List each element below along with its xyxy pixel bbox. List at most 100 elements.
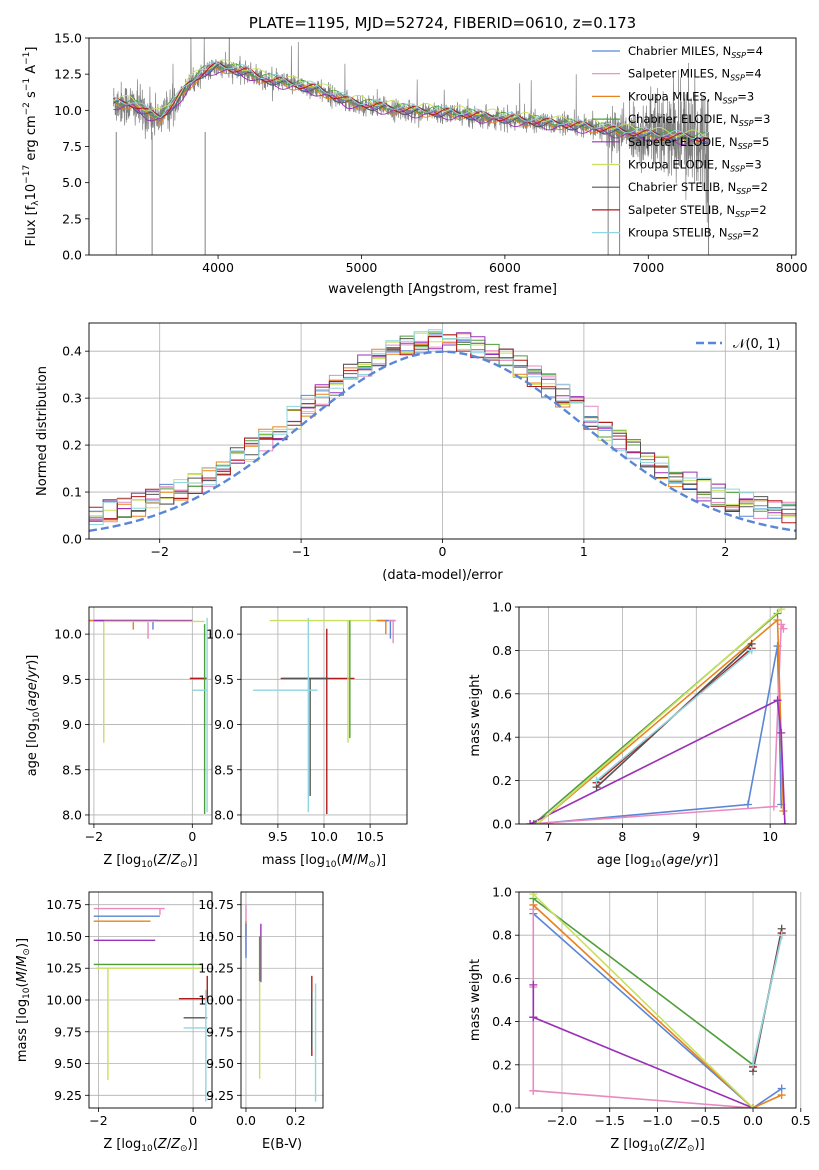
y-tick-label: 0.0 (62, 248, 82, 263)
marker-point (533, 820, 542, 824)
y-tick-label: 9.50 (54, 1056, 82, 1071)
y-tick-label: 0.3 (62, 391, 82, 406)
mass-weight-line (533, 645, 782, 824)
y-tick-label: 10.0 (54, 103, 82, 118)
mass-weight-line (532, 909, 754, 1108)
x-tick-label: −2.0 (547, 1113, 577, 1128)
y-tick-label: 8.5 (214, 762, 234, 777)
legend-entry: Chabrier MILES, NSSP=4 (628, 44, 763, 60)
marker-point (779, 624, 788, 633)
x-tick-label: 0.5 (791, 1113, 811, 1128)
marker-point (529, 892, 538, 899)
axes-frame (88, 606, 213, 825)
y-tick-label: 10.00 (46, 993, 82, 1008)
x-tick-label: 4000 (202, 260, 234, 275)
x-axis-label: age [log10(age/yr)] (597, 853, 719, 870)
x-tick-label: 9 (692, 829, 700, 844)
axes-frame (518, 606, 797, 825)
mass-weight-line (532, 984, 754, 1108)
x-tick-label: −1.5 (595, 1113, 625, 1128)
spectrum-plot (113, 38, 710, 255)
y-tick-label: 10.75 (46, 897, 82, 912)
legend-entry: Chabrier ELODIE, NSSP=3 (628, 112, 770, 128)
y-axis-label: age [log10(age/yr)] (25, 655, 42, 777)
chart-title: PLATE=1195, MJD=52724, FIBERID=0610, z=0… (249, 14, 636, 32)
x-tick-label: −0.5 (690, 1113, 720, 1128)
legend-entry: 𝒩(0, 1) (733, 337, 780, 352)
x-tick-label: 0 (439, 544, 447, 559)
y-tick-label: 15.0 (54, 31, 82, 46)
y-tick-label: 8.5 (62, 762, 82, 777)
age-vs-Z-axes (89, 607, 212, 824)
x-tick-label: −1 (292, 544, 310, 559)
x-tick-label: 2 (721, 544, 729, 559)
model-line (113, 61, 709, 142)
y-tick-label: 0.0 (492, 817, 512, 832)
marker-point (769, 802, 778, 811)
residuals-frame: −2 −1 0 1 2 0.0 0.1 0.2 0.3 0.4 (62, 322, 797, 559)
y-tick-label: 10.50 (46, 929, 82, 944)
y-tick-label: 10.50 (198, 929, 234, 944)
mass-vs-Z-frame: −2 0 9.25 9.50 9.75 10.00 10.25 10.50 10.75 (46, 891, 213, 1128)
y-tick-label: 0.4 (62, 344, 82, 359)
marker-point (773, 696, 782, 705)
y-tick-label: 0.2 (492, 1057, 512, 1072)
histogram-series (89, 329, 796, 525)
model-line (113, 59, 709, 139)
mass-weight-line (752, 935, 783, 1065)
mw-vs-Z-frame: −2.0 −1.5 −1.0 −0.5 0.0 0.5 0.0 0.2 0.4 0.6 0.8 1.0 (492, 885, 811, 1129)
y-tick-label: 0.2 (492, 773, 512, 788)
legend-entry: Chabrier STELIB, NSSP=2 (628, 180, 768, 196)
legend-entry: Salpeter STELIB, NSSP=2 (628, 203, 767, 219)
x-tick-label: 7000 (632, 260, 664, 275)
y-tick-label: 9.25 (206, 1088, 234, 1103)
y-tick-label: 0.0 (62, 532, 82, 547)
x-tick-label: 8 (618, 829, 626, 844)
x-axis-label: E(B-V) (262, 1137, 302, 1152)
marker-point (529, 980, 538, 989)
mass-weight-line (530, 621, 785, 824)
marker-point (526, 820, 535, 824)
marker-point (592, 776, 601, 785)
x-tick-label: 5000 (346, 260, 378, 275)
y-axis-label: mass weight (468, 674, 483, 756)
normal-curve (89, 350, 796, 532)
marker-point (743, 800, 752, 809)
mass-vs-Z-plot (93, 907, 208, 1102)
x-axis-label: Z [log10(Z/Z⊙)] (610, 1137, 704, 1154)
x-tick-label: −2 (150, 544, 168, 559)
residuals-axes (89, 323, 796, 540)
age-vs-mass-plot (252, 617, 396, 815)
spectrum-frame: 4000 5000 6000 7000 8000 0.0 2.5 5.0 7.5 10.0 12.5… (54, 31, 807, 276)
y-tick-label: 9.75 (54, 1024, 82, 1039)
mass-weight-line (536, 608, 782, 824)
mass-weight-line (596, 649, 753, 782)
mass-weight-line (532, 904, 783, 1108)
mass-weight-line (532, 913, 783, 1108)
x-tick-label: 0.0 (236, 1113, 256, 1128)
x-tick-label: −2 (89, 1113, 107, 1128)
marker-point (529, 1086, 538, 1095)
y-tick-label: 8.0 (214, 807, 234, 822)
y-tick-label: 8.0 (62, 807, 82, 822)
marker-point (747, 646, 756, 655)
y-axis-label: Flux [fλ10−17 erg cm−2 s−1 A−1] (22, 47, 41, 247)
y-tick-label: 0.4 (492, 1014, 512, 1029)
y-tick-label: 7.5 (62, 139, 82, 154)
y-tick-label: 12.5 (54, 67, 82, 82)
mass-vs-ebv-frame: 0.0 0.2 9.25 9.50 9.75 10.00 10.25 10.50 10.75 (198, 891, 324, 1128)
x-tick-label: 10.5 (356, 829, 384, 844)
mass-vs-ebv-plot (245, 904, 317, 1102)
y-tick-label: 5.0 (62, 175, 82, 190)
marker-point (777, 620, 786, 629)
x-tick-label: 6000 (489, 260, 521, 275)
legend-entry: Salpeter MILES, NSSP=4 (628, 67, 762, 83)
residuals-plot (89, 329, 796, 532)
marker-point (529, 1013, 538, 1022)
x-tick-label: −2 (85, 829, 103, 844)
x-tick-label: 1 (580, 544, 588, 559)
y-tick-label: 9.25 (54, 1088, 82, 1103)
y-tick-label: 9.75 (206, 1024, 234, 1039)
y-tick-label: 0.1 (62, 485, 82, 500)
